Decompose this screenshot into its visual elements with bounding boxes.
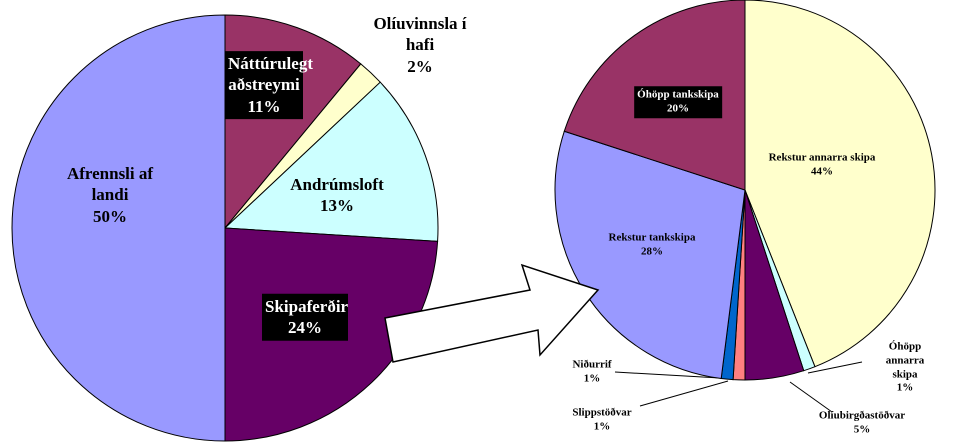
slice-name: Óhöpp annarra skipa [885, 340, 925, 381]
slice-label: Afrennsli af landi 50% [50, 163, 170, 227]
slice-label: Olíuvinnsla í hafi 2% [365, 13, 475, 77]
leader-line [639, 380, 729, 407]
slice-label: Rekstur annarra skipa 44% [769, 151, 876, 179]
slice-value: 20% [666, 102, 689, 114]
slice-name: Andrúmsloft [290, 174, 384, 194]
slice-value: 2% [407, 56, 433, 76]
slice-value: 28% [640, 245, 663, 257]
slice-value: 13% [319, 196, 354, 215]
slice-name: Olíubirgðastöðvar [818, 409, 906, 422]
pie-slice [223, 81, 439, 242]
slice-name: Rekstur annarra skipa [768, 151, 876, 164]
leader-line [807, 361, 863, 374]
leader-line [614, 371, 721, 379]
slice-value: 1% [896, 381, 914, 394]
slice-label: Olíubirgðastöðvar 5% [819, 409, 905, 437]
slice-value: 5% [853, 423, 871, 435]
slice-name: Olíuvinnsla í hafi [373, 14, 467, 55]
slice-label: Rekstur tankskipa 28% [609, 231, 696, 259]
slice-label: Óhöpp annarra skipa 1% [881, 341, 929, 396]
slice-label: Náttúrulegt aðstreymi 11% [225, 51, 313, 119]
slice-name: Slippstöðvar [572, 406, 632, 419]
slice-label: Niðurrif 1% [572, 358, 611, 386]
pie-slice [744, 0, 936, 368]
slice-value: 24% [288, 318, 322, 337]
pie-slice [11, 14, 226, 442]
slice-value: 44% [810, 165, 833, 177]
slice-name: Óhöpp tankskipa [637, 88, 719, 101]
slice-value: 1% [593, 420, 611, 432]
slice-value: 50% [93, 206, 127, 226]
slice-label: Óhöpp tankskipa 20% [634, 86, 722, 118]
slice-label: Slippstöðvar 1% [572, 406, 631, 434]
slice-name: Afrennsli af landi [66, 164, 154, 205]
slice-name: Rekstur tankskipa [608, 231, 696, 244]
arrow [384, 263, 600, 363]
slice-label: Andrúmsloft 13% [290, 174, 384, 217]
slice-name: Niðurrif [572, 358, 612, 371]
slice-name: Náttúrulegt aðstreymi [228, 54, 313, 95]
slice-value: 11% [247, 96, 281, 116]
slice-label: Skipaferðir 24% [262, 293, 349, 341]
leader-line [789, 381, 833, 413]
slice-value: 1% [583, 372, 601, 384]
slice-name: Skipaferðir [265, 296, 349, 316]
